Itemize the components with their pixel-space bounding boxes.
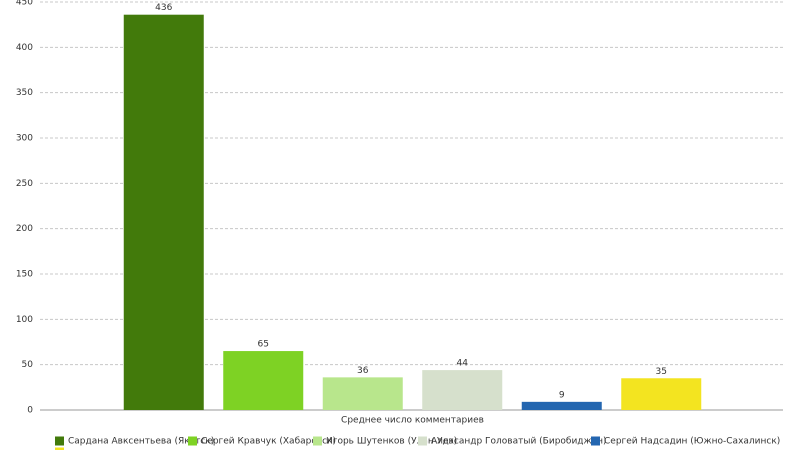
y-tick-label: 400 [16, 43, 33, 53]
data-label: 436 [155, 3, 172, 13]
data-label: 44 [457, 359, 469, 369]
bar [322, 377, 403, 410]
y-tick-label: 450 [16, 0, 33, 8]
x-axis-label: Среднее число комментариев [341, 416, 484, 426]
y-tick-label: 100 [16, 315, 33, 325]
data-label: 35 [656, 367, 667, 377]
data-label: 36 [357, 366, 369, 376]
legend-label: Сергей Кравчук (Хабаровск) [201, 437, 336, 447]
legend-swatch [418, 436, 427, 446]
y-tick-label: 150 [16, 270, 33, 280]
bar [621, 378, 702, 410]
y-tick-label: 250 [16, 179, 33, 189]
legend-swatch [55, 436, 64, 446]
legend-label: Сергей Надсадин (Южно-Сахалинск) [604, 437, 780, 447]
bar [422, 370, 503, 410]
legend-label: Игорь Шутенков (Улан-Удэ) [326, 437, 457, 447]
bar [521, 401, 602, 410]
y-tick-label: 0 [27, 406, 33, 416]
y-tick-label: 300 [16, 134, 33, 144]
legend-swatch [55, 447, 64, 450]
legend-label: Александр Головатый (Биробиджан) [431, 437, 607, 447]
data-label: 9 [559, 390, 565, 400]
y-tick-label: 200 [16, 224, 33, 234]
legend-label: Сардана Авксентьева (Якутск) [68, 437, 214, 447]
legend-swatch [188, 436, 197, 446]
data-label: 65 [258, 340, 269, 350]
bar [123, 14, 204, 411]
bar [223, 351, 304, 410]
y-tick-label: 350 [16, 88, 33, 98]
legend-swatch [591, 436, 600, 446]
y-tick-label: 50 [22, 360, 34, 370]
legend-swatch [313, 436, 322, 446]
